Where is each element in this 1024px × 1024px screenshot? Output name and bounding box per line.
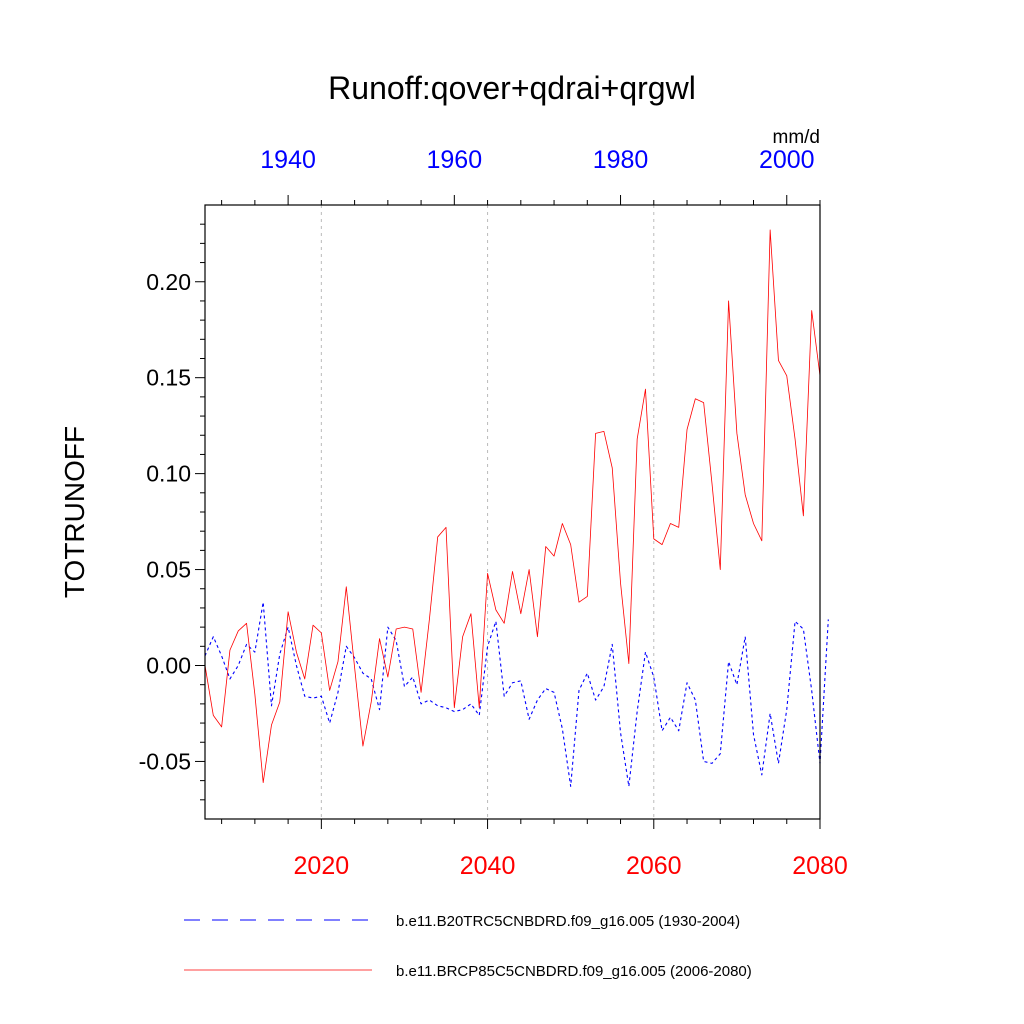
axes: -0.05 0.00 0.05 0.10 0.15 0.20 2020 2040 2060 208… — [139, 146, 848, 880]
series-lines — [204, 229, 829, 787]
top-tick-label-1940: 1940 — [260, 146, 316, 174]
top-tick-label-1980: 1980 — [593, 146, 649, 174]
y-tick-label: 0.20 — [146, 269, 191, 295]
series-line-historical — [204, 601, 829, 787]
legend: b.e11.B20TRC5CNBDRD.f09_g16.005 (1930-20… — [184, 913, 752, 980]
bottom-tick-label-2080: 2080 — [792, 852, 848, 880]
y-tick-label: 0.05 — [146, 557, 191, 583]
bottom-tick-label-2040: 2040 — [460, 852, 516, 880]
y-tick-label: 0.00 — [146, 653, 191, 679]
legend-label-blue: b.e11.B20TRC5CNBDRD.f09_g16.005 (1930-20… — [396, 913, 740, 930]
y-axis-label: TOTRUNOFF — [59, 426, 90, 598]
series-line-rcp85 — [204, 229, 821, 783]
vertical-gridlines — [320, 205, 655, 819]
plot-frame — [204, 204, 821, 820]
y-tick-label: 0.10 — [146, 461, 191, 487]
top-tick-label-2000: 2000 — [759, 146, 815, 174]
chart-title: Runoff:qover+qdrai+qrgwl — [328, 70, 696, 106]
y-tick-label: 0.15 — [146, 365, 191, 391]
units-label: mm/d — [773, 127, 821, 148]
legend-label-red: b.e11.BRCP85C5CNBDRD.f09_g16.005 (2006-2… — [396, 963, 752, 980]
bottom-tick-label-2020: 2020 — [294, 852, 350, 880]
top-tick-label-1960: 1960 — [427, 146, 483, 174]
bottom-tick-label-2060: 2060 — [626, 852, 682, 880]
y-tick-label: -0.05 — [139, 748, 191, 774]
